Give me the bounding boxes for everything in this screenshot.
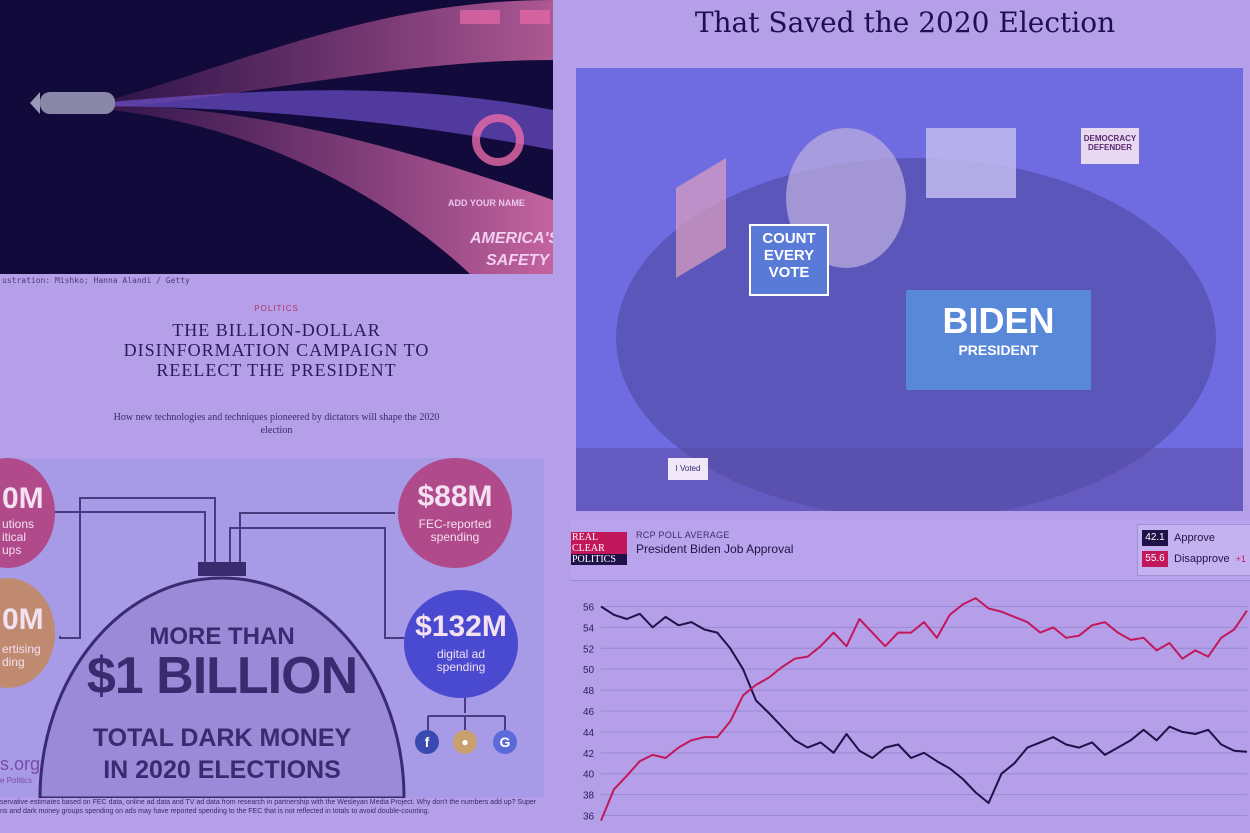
infographic-headline-3: TOTAL DARK MONEY [92, 724, 352, 752]
fec-amount: $88M [417, 480, 493, 513]
advertising-text: ertising ding [2, 643, 41, 669]
disapprove-change: +1 [1235, 554, 1246, 564]
section-label[interactable]: POLITICS [254, 304, 299, 313]
rcp-logo-line-3: POLITICS [571, 554, 627, 565]
illustration-text-1: ADD YOUR NAME [448, 198, 525, 208]
contributions-line-3: ups [2, 543, 22, 557]
digital-label: digital ad spending [436, 647, 486, 674]
snapchat-icon[interactable]: ● [453, 730, 477, 754]
contributions-line-2: itical [2, 530, 27, 544]
image-caption: ustration: Mishko; Hanna Alandi / Getty [2, 276, 190, 285]
disapprove-value: 55.6 [1142, 551, 1168, 567]
article-title[interactable]: THE BILLION-DOLLAR DISINFORMATION CAMPAI… [123, 320, 430, 380]
rcp-legend: 42.1 Approve 55.6 Disapprove +1 [1137, 524, 1250, 576]
rocket-icon [40, 92, 115, 114]
count-every-vote-sign: COUNT EVERY VOTE [749, 224, 829, 296]
illustration-text-3: SAFETY [486, 252, 550, 269]
biden-banner-sub: PRESIDENT [958, 342, 1039, 358]
rcp-logo-line-2: CLEAR [571, 543, 627, 554]
advertising-line-1: ertising [2, 642, 41, 656]
approve-label: Approve [1174, 532, 1215, 544]
contributions-text: utions itical ups [2, 518, 34, 557]
chart-y-axis: 36 38 40 42 44 46 48 50 52 54 56 [583, 602, 595, 822]
disapprove-label: Disapprove [1174, 553, 1230, 565]
rcp-title[interactable]: President Biden Job Approval [636, 542, 794, 556]
y-tick-label: 46 [583, 707, 595, 718]
right-headline[interactable]: That Saved the 2020 Election [694, 6, 1116, 39]
article-subtitle: How new technologies and techniques pion… [113, 412, 440, 436]
contributions-line-1: utions [2, 517, 35, 531]
legend-disapprove: 55.6 Disapprove +1 [1142, 550, 1246, 568]
y-tick-label: 38 [583, 791, 595, 802]
election-collage: COUNT EVERY VOTE BIDEN PRESIDENT DEMOCRA… [576, 68, 1243, 511]
legend-approve: 42.1 Approve [1142, 529, 1215, 547]
rcp-header: REAL CLEAR POLITICS RCP POLL AVERAGE Pre… [571, 520, 1250, 581]
i-voted-sign: I Voted [668, 458, 708, 480]
series-line-approve[interactable] [600, 605, 1248, 804]
rocket-illustration-svg [30, 0, 553, 274]
y-tick-label: 48 [583, 686, 595, 697]
fec-circle [398, 458, 512, 568]
biden-banner-title: BIDEN [942, 300, 1055, 341]
y-tick-label: 40 [583, 770, 595, 781]
bottom-text-strip [0, 823, 544, 833]
advertising-line-2: ding [2, 655, 25, 669]
digital-circle [404, 590, 518, 698]
y-tick-label: 44 [583, 728, 595, 739]
infographic-headline-4: IN 2020 ELECTIONS [103, 756, 341, 784]
illustration-text-2: AMERICA'S [470, 230, 553, 247]
infographic-footnote: servative estimates based on FEC data, o… [0, 799, 537, 815]
digital-amount: $132M [415, 610, 507, 643]
sign-line-2: EVERY [763, 247, 815, 264]
y-tick-label: 50 [583, 665, 595, 676]
approval-chart[interactable]: 36 38 40 42 44 46 48 50 52 54 56 [571, 588, 1250, 833]
rcp-poll-widget: REAL CLEAR POLITICS RCP POLL AVERAGE Pre… [571, 520, 1250, 833]
rcp-logo-line-1: REAL [571, 532, 627, 543]
rocket-illustration: ADD YOUR NAME AMERICA'S SAFETY [0, 0, 553, 274]
contributions-amount: 0M [2, 482, 44, 515]
sign-line-1: COUNT [762, 230, 816, 247]
y-tick-label: 54 [583, 623, 595, 634]
y-tick-label: 56 [583, 602, 595, 613]
sign-line-3: VOTE [768, 264, 810, 281]
democracy-defender-sign: DEMOCRACY DEFENDER [1081, 128, 1139, 164]
rcp-logo[interactable]: REAL CLEAR POLITICS [571, 532, 627, 568]
advertising-amount: 0M [2, 603, 44, 636]
google-icon[interactable]: G [493, 730, 517, 754]
chart-lines [600, 597, 1248, 822]
dark-money-infographic: 0M utions itical ups 0M ertising ding $8… [0, 458, 544, 798]
y-tick-label: 42 [583, 749, 595, 760]
infographic-site[interactable]: s.org [0, 754, 41, 774]
infographic-headline-2: $1 BILLION [86, 647, 358, 705]
infographic-site-sub: e Politics [0, 776, 33, 785]
chart-grid [601, 605, 1247, 817]
y-tick-label: 52 [583, 644, 595, 655]
fec-label: FEC-reported spending [418, 517, 492, 544]
facebook-icon[interactable]: f [415, 730, 439, 754]
approve-value: 42.1 [1142, 530, 1168, 546]
series-line-disapprove[interactable] [600, 597, 1248, 822]
infographic-headline-1: MORE THAN [149, 623, 295, 650]
rcp-kicker: RCP POLL AVERAGE [636, 530, 730, 540]
biden-banner: BIDEN PRESIDENT [906, 290, 1091, 390]
infographic-connectors [38, 497, 506, 798]
y-tick-label: 36 [583, 812, 595, 823]
